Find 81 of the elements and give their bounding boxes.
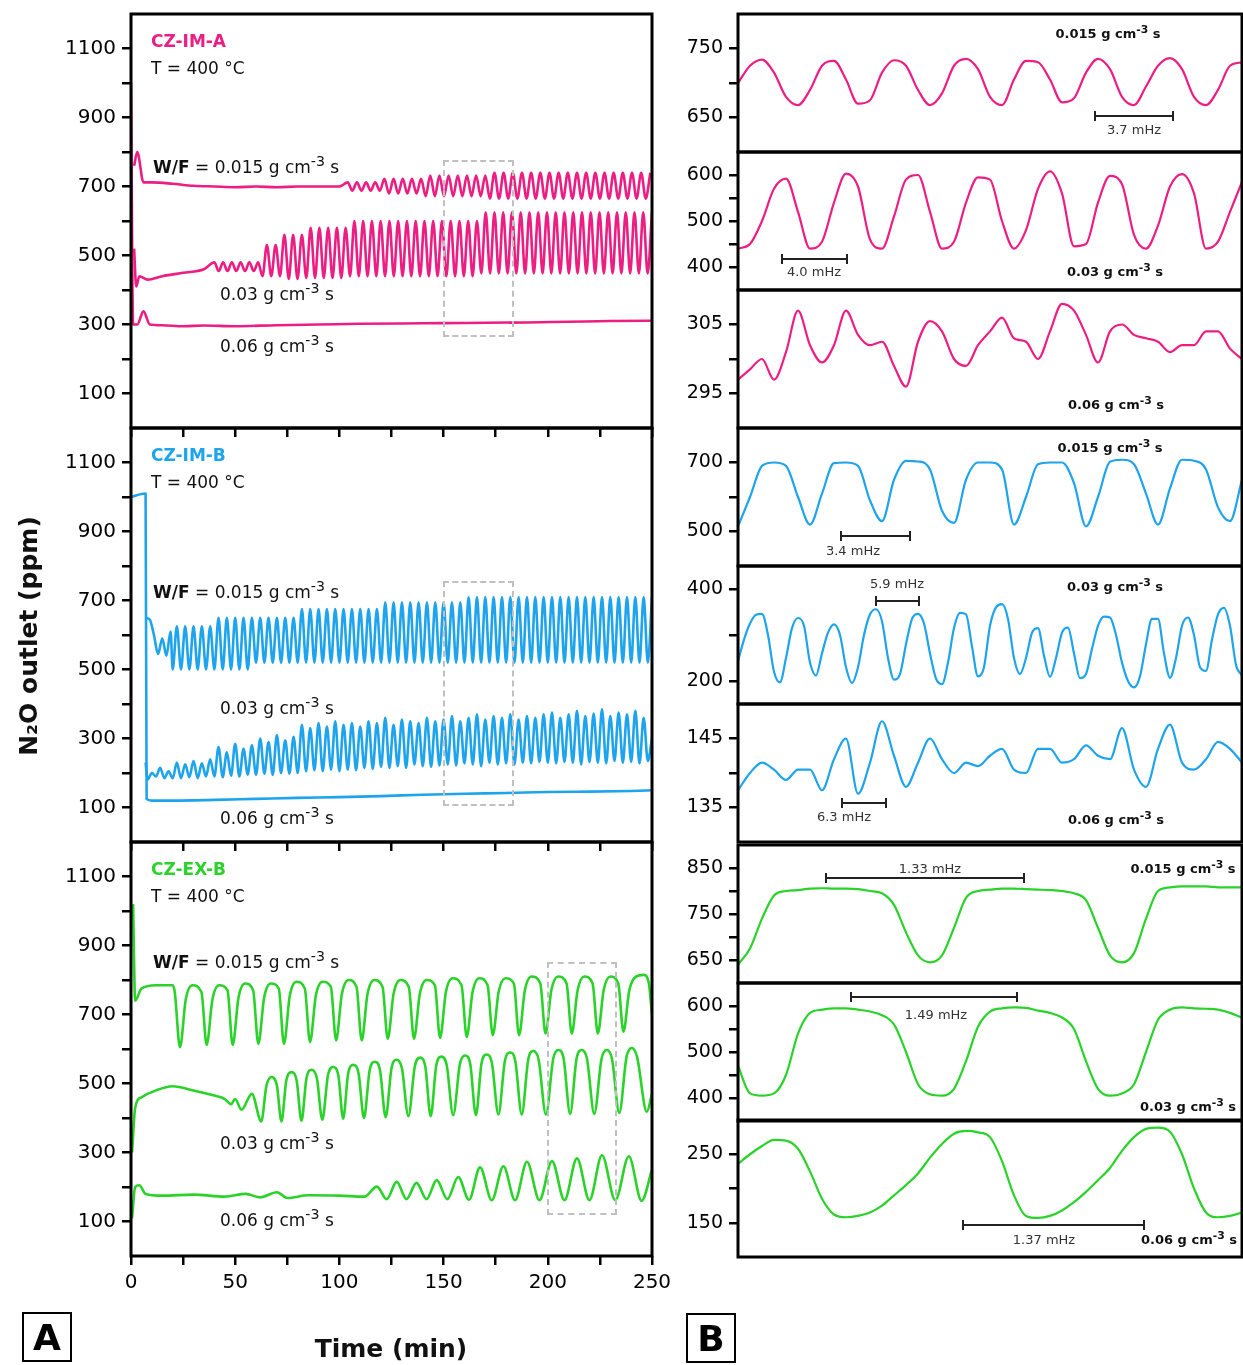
y-tick-label: 305 <box>686 311 723 334</box>
y-tick-label: 1100 <box>65 862 116 887</box>
annotation: 1.37 mHz <box>1012 1231 1076 1247</box>
annotation: 4.0 mHz <box>786 263 842 279</box>
annotation: T = 400 °C <box>151 472 245 492</box>
y-tick-label: 500 <box>686 518 723 541</box>
x-axis-title: Time (min) <box>314 1333 468 1363</box>
y-tick-label: 200 <box>686 667 723 690</box>
series-label: W/F = 0.015 g cm$^{-3}$ s <box>153 153 340 177</box>
series-label: 0.03 g cm$^{-3}$ s <box>220 694 334 718</box>
annotation: 1.49 mHz <box>904 1006 968 1022</box>
y-tick-label: 300 <box>77 310 116 335</box>
y-tick-label: 700 <box>686 449 723 472</box>
series-label: 0.06 g cm$^{-3}$ s <box>1141 1228 1237 1248</box>
text: A <box>22 1312 72 1362</box>
annotation: 3.7 mHz <box>1106 121 1162 137</box>
series-label: 0.06 g cm$^{-3}$ s <box>220 332 334 356</box>
text: 0.06 g cm$^{-3}$ s <box>1068 393 1164 413</box>
y-tick-label: 150 <box>686 1209 723 1232</box>
y-tick-label: 650 <box>686 946 723 969</box>
y-tick-label: 1100 <box>65 448 116 473</box>
x-tick-label: 150 <box>424 1269 463 1294</box>
y-tick-label: 100 <box>77 793 116 818</box>
series-label: 0.015 g cm$^{-3}$ s <box>1055 22 1161 42</box>
y-tick-label: 1100 <box>65 34 116 59</box>
x-tick-label: 0 <box>124 1269 138 1294</box>
series-label: W/F = 0.015 g cm$^{-3}$ s <box>153 948 340 972</box>
series-label: 0.03 g cm$^{-3}$ s <box>220 1129 334 1153</box>
y-tick-label: 100 <box>77 1207 116 1232</box>
series-label: 0.06 g cm$^{-3}$ s <box>220 804 334 828</box>
y-tick-label: 900 <box>77 931 116 956</box>
annotation: 3.4 mHz <box>825 542 881 558</box>
y-tick-label: 135 <box>686 794 723 817</box>
y-tick-label: 500 <box>77 241 116 266</box>
y-tick-label: 400 <box>686 575 723 598</box>
x-tick-label: 250 <box>632 1269 672 1294</box>
y-tick-label: 700 <box>77 172 116 197</box>
text: 0.06 g cm$^{-3}$ s <box>1068 808 1164 828</box>
series-label: 0.06 g cm$^{-3}$ s <box>220 1206 334 1230</box>
series-label: 0.03 g cm$^{-3}$ s <box>1140 1095 1236 1115</box>
text: B <box>686 1313 736 1363</box>
y-tick-label: 400 <box>686 253 723 276</box>
y-tick-label: 500 <box>77 1069 116 1094</box>
y-tick-label: 750 <box>686 900 723 923</box>
y-tick-label: 295 <box>686 380 723 403</box>
y-tick-label: 300 <box>77 1138 116 1163</box>
y-tick-label: 500 <box>686 1038 723 1061</box>
x-tick-label: 100 <box>320 1269 359 1294</box>
y-tick-label: 650 <box>686 104 723 127</box>
y-tick-label: 145 <box>686 725 723 748</box>
series-label: 0.015 g cm$^{-3}$ s <box>1057 436 1163 456</box>
series-label: 0.03 g cm$^{-3}$ s <box>1067 260 1163 280</box>
y-tick-label: 250 <box>686 1141 723 1164</box>
text: CZ-IM-B <box>151 445 226 465</box>
x-tick-label: 50 <box>222 1269 248 1294</box>
y-tick-label: 100 <box>77 379 116 404</box>
y-tick-label: 750 <box>686 35 723 58</box>
y-tick-label: 900 <box>77 103 116 128</box>
y-tick-label: 850 <box>686 854 723 877</box>
text: CZ-EX-B <box>151 859 226 879</box>
annotation: 6.3 mHz <box>816 808 872 824</box>
text: CZ-IM-A <box>151 31 227 51</box>
y-tick-label: 700 <box>77 586 116 611</box>
y-tick-label: 500 <box>77 655 116 680</box>
y-tick-label: 400 <box>686 1084 723 1107</box>
y-tick-label: 900 <box>77 517 116 542</box>
y-tick-label: 500 <box>686 207 723 230</box>
y-tick-label: 300 <box>77 724 116 749</box>
y-tick-label: 600 <box>686 992 723 1015</box>
series-label: 0.03 g cm$^{-3}$ s <box>1067 575 1163 595</box>
y-tick-label: 600 <box>686 161 723 184</box>
y-tick-label: 700 <box>77 1000 116 1025</box>
y-axis-title: N₂O outlet (ppm) <box>13 516 43 756</box>
annotation: 1.33 mHz <box>898 860 962 876</box>
x-tick-label: 200 <box>528 1269 567 1294</box>
series-label: 0.03 g cm$^{-3}$ s <box>220 280 334 304</box>
annotation: T = 400 °C <box>151 886 245 906</box>
annotation: T = 400 °C <box>151 58 245 78</box>
series-label: 0.015 g cm$^{-3}$ s <box>1130 857 1236 877</box>
series-label: W/F = 0.015 g cm$^{-3}$ s <box>153 578 340 602</box>
annotation: 5.9 mHz <box>869 575 925 591</box>
